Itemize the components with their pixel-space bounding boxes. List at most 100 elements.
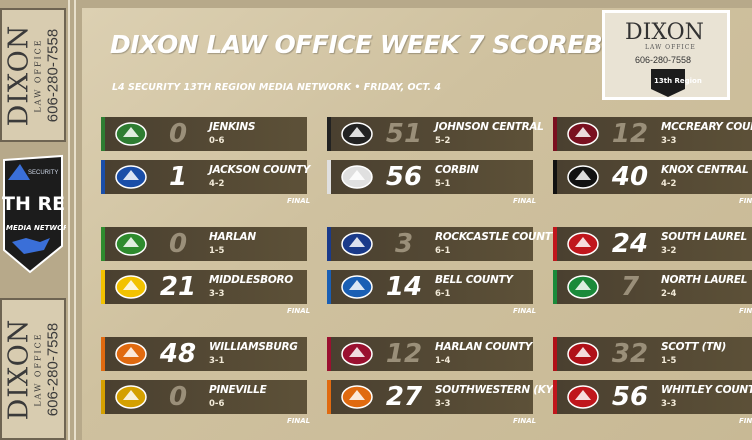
team-record: 1-5 [209, 246, 225, 256]
page-subtitle: L4 SECURITY 13TH REGION MEDIA NETWORK • … [112, 82, 441, 93]
game-status-final: FINAL [513, 417, 537, 425]
sponsor-ad-bottom: DIXON LAW OFFICE 606-280-7558 [0, 298, 66, 440]
team-logo-icon [339, 230, 375, 258]
game-status-final: FINAL [739, 307, 752, 315]
team-logo-icon [565, 120, 601, 148]
game-status-final: FINAL [287, 417, 311, 425]
divider-line [74, 0, 76, 440]
game-status-final: FINAL [513, 197, 537, 205]
team-score: 24 [611, 229, 649, 259]
logo-phone: 606-280-7558 [635, 55, 691, 65]
team-record: 0-6 [209, 399, 225, 409]
team-name: BELL COUNTY [435, 274, 513, 286]
logo-region: 13th Region [654, 77, 702, 85]
team-score: 51 [385, 119, 423, 149]
game-row: 1 JACKSON COUNTY 4-2 [101, 160, 310, 194]
team-name: HARLAN COUNTY [435, 341, 533, 353]
kentucky-badge-icon: SECURITY TH REGION MEDIA NETWORK [2, 154, 120, 274]
sponsor-ad-top: DIXON LAW OFFICE 606-280-7558 [0, 8, 66, 142]
game-row: 21 MIDDLESBORO 3-3 [101, 270, 307, 304]
team-name: CORBIN [435, 164, 479, 176]
game-status-final: FINAL [739, 197, 752, 205]
team-score: 32 [611, 339, 649, 369]
team-name: NORTH LAUREL [661, 274, 748, 286]
team-score: 1 [168, 162, 188, 192]
team-score: 56 [385, 162, 423, 192]
game-row: 0 JENKINS 0-6 [101, 117, 307, 151]
dixon-law-office-logo: DIXON LAW OFFICE 606-280-7558 13th Regio… [602, 10, 730, 100]
game-status-final: FINAL [739, 417, 752, 425]
team-logo-icon [113, 383, 149, 411]
law-office-logo-icon: DIXON LAW OFFICE 606-280-7558 13th Regio… [625, 20, 704, 97]
team-logo-icon [113, 340, 149, 368]
game-row: 12 MCCREARY COUNTY 3-3 [553, 117, 752, 151]
game-row: 40 KNOX CENTRAL 4-2 [553, 160, 752, 194]
team-logo-icon [113, 120, 149, 148]
game-row: 32 SCOTT (TN) 1-5 [553, 337, 752, 371]
team-score: 40 [611, 162, 649, 192]
game-row: 24 SOUTH LAUREL 3-2 [553, 227, 752, 261]
divider-line [68, 0, 70, 440]
logo-brand: DIXON [625, 20, 704, 45]
team-name: JENKINS [209, 121, 256, 133]
sponsor-brand: DIXON [3, 318, 35, 420]
team-logo-icon [565, 340, 601, 368]
logo-sub: LAW OFFICE [645, 44, 696, 51]
team-logo-icon [339, 120, 375, 148]
team-record: 6-1 [435, 289, 451, 299]
team-score: 0 [168, 382, 188, 412]
game-row: 27 SOUTHWESTERN (KY) 3-3 [327, 380, 558, 414]
sponsor-subtitle: LAW OFFICE [33, 37, 43, 113]
sponsor-phone: 606-280-7558 [44, 28, 62, 122]
game-row: 0 PINEVILLE 0-6 [101, 380, 307, 414]
team-name: MCCREARY COUNTY [661, 121, 752, 133]
team-record: 5-2 [435, 136, 451, 146]
team-score: 3 [394, 229, 414, 259]
team-name: JACKSON COUNTY [209, 164, 310, 176]
game-row: 3 ROCKCASTLE COUNTY 6-1 [327, 227, 559, 261]
team-name: ROCKCASTLE COUNTY [435, 231, 559, 243]
team-name: SCOTT (TN) [661, 341, 726, 353]
page-title: DIXON LAW OFFICE WEEK 7 SCOREBOARD [110, 30, 681, 59]
game-row: 0 HARLAN 1-5 [101, 227, 307, 261]
team-record: 4-2 [661, 179, 677, 189]
team-score: 14 [385, 272, 423, 302]
sponsor-subtitle: LAW OFFICE [33, 331, 43, 407]
team-record: 5-1 [435, 179, 451, 189]
team-score: 0 [168, 119, 188, 149]
team-record: 2-4 [661, 289, 677, 299]
team-record: 1-5 [661, 356, 677, 366]
team-name: JOHNSON CENTRAL [435, 121, 544, 133]
team-name: WILLIAMSBURG [209, 341, 298, 353]
team-record: 4-2 [209, 179, 225, 189]
team-name: SOUTHWESTERN (KY) [435, 384, 558, 396]
game-row: 14 BELL COUNTY 6-1 [327, 270, 533, 304]
team-record: 3-3 [661, 399, 677, 409]
region-network-badge: SECURITY TH REGION MEDIA NETWORK [0, 150, 120, 282]
team-logo-icon [113, 273, 149, 301]
team-name: MIDDLESBORO [209, 274, 293, 286]
game-row: 48 WILLIAMSBURG 3-1 [101, 337, 307, 371]
badge-line3: MEDIA NETWORK [6, 224, 66, 232]
team-name: HARLAN [209, 231, 256, 243]
team-logo-icon [113, 230, 149, 258]
team-logo-icon [565, 273, 601, 301]
sponsor-phone: 606-280-7558 [44, 322, 62, 416]
team-record: 3-2 [661, 246, 677, 256]
team-logo-icon [339, 163, 375, 191]
game-row: 12 HARLAN COUNTY 1-4 [327, 337, 533, 371]
team-logo-icon [113, 163, 149, 191]
team-logo-icon [565, 163, 601, 191]
team-score: 56 [611, 382, 649, 412]
team-score: 7 [620, 272, 640, 302]
team-name: KNOX CENTRAL [661, 164, 749, 176]
team-name: PINEVILLE [209, 384, 267, 396]
game-row: 7 NORTH LAUREL 2-4 [553, 270, 752, 304]
team-record: 0-6 [209, 136, 225, 146]
badge-line1: SECURITY [28, 170, 58, 176]
game-status-final: FINAL [513, 307, 537, 315]
team-record: 3-3 [209, 289, 225, 299]
team-score: 48 [159, 339, 197, 369]
team-name: WHITLEY COUNTY [661, 384, 752, 396]
team-record: 6-1 [435, 246, 451, 256]
